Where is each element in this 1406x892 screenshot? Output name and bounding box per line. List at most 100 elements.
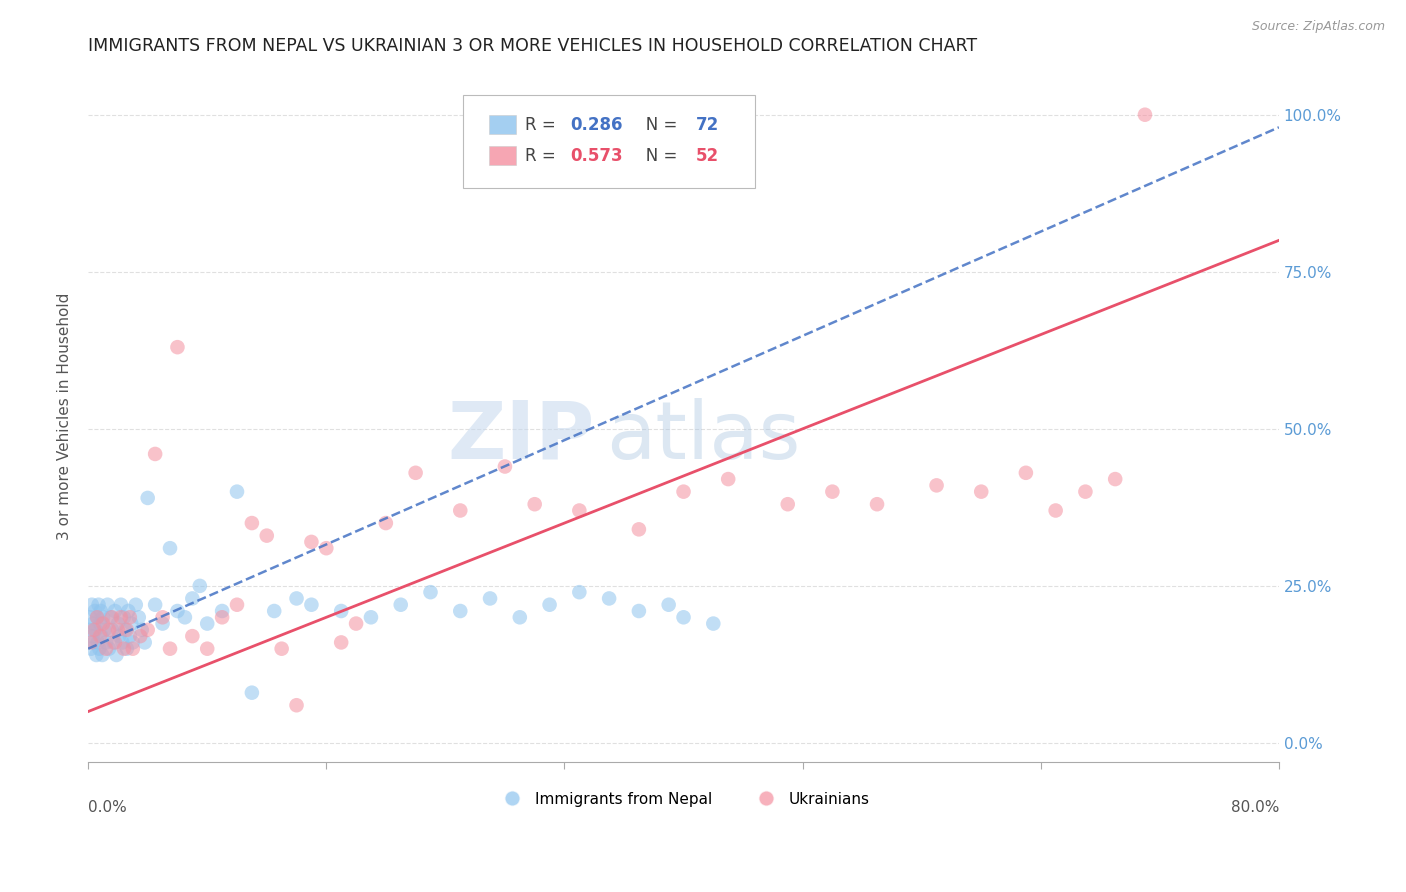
Point bbox=[87, 598, 110, 612]
Point bbox=[538, 598, 561, 612]
Point bbox=[188, 579, 211, 593]
Point bbox=[315, 541, 337, 556]
Point bbox=[568, 503, 591, 517]
Point bbox=[121, 635, 143, 649]
Point bbox=[83, 604, 105, 618]
Point bbox=[79, 610, 101, 624]
Point bbox=[166, 604, 188, 618]
Text: 0.286: 0.286 bbox=[571, 116, 623, 134]
Point bbox=[80, 641, 103, 656]
Point bbox=[136, 623, 159, 637]
Point bbox=[330, 635, 353, 649]
Point bbox=[89, 641, 111, 656]
Point bbox=[374, 516, 396, 530]
Point bbox=[449, 503, 471, 517]
Point bbox=[523, 497, 546, 511]
Point bbox=[79, 623, 101, 637]
Point bbox=[112, 641, 135, 656]
Point bbox=[181, 591, 204, 606]
Point bbox=[120, 616, 142, 631]
Point bbox=[112, 610, 135, 624]
Point bbox=[174, 610, 197, 624]
FancyBboxPatch shape bbox=[489, 115, 516, 135]
Point bbox=[105, 648, 128, 662]
Point bbox=[299, 535, 322, 549]
Point bbox=[111, 635, 134, 649]
Point bbox=[672, 610, 695, 624]
Point bbox=[776, 497, 799, 511]
Text: 0.573: 0.573 bbox=[571, 147, 623, 165]
Point bbox=[128, 610, 150, 624]
Point bbox=[86, 610, 108, 624]
Point bbox=[89, 629, 111, 643]
Point bbox=[479, 591, 502, 606]
Point bbox=[96, 598, 118, 612]
Point bbox=[970, 484, 993, 499]
Point bbox=[129, 629, 152, 643]
Point bbox=[83, 623, 105, 637]
Point bbox=[419, 585, 441, 599]
Text: N =: N = bbox=[630, 116, 682, 134]
Point bbox=[925, 478, 948, 492]
Point bbox=[256, 528, 278, 542]
Text: 0.0%: 0.0% bbox=[89, 800, 127, 814]
Point bbox=[159, 641, 181, 656]
Point bbox=[104, 604, 127, 618]
Point bbox=[86, 648, 108, 662]
Point bbox=[118, 610, 141, 624]
Point bbox=[101, 623, 124, 637]
Point bbox=[86, 610, 108, 624]
Point bbox=[94, 641, 117, 656]
Point bbox=[136, 491, 159, 505]
Point bbox=[80, 598, 103, 612]
Point bbox=[672, 484, 695, 499]
Point bbox=[1074, 484, 1097, 499]
Text: IMMIGRANTS FROM NEPAL VS UKRAINIAN 3 OR MORE VEHICLES IN HOUSEHOLD CORRELATION C: IMMIGRANTS FROM NEPAL VS UKRAINIAN 3 OR … bbox=[89, 37, 977, 55]
Text: 72: 72 bbox=[696, 116, 718, 134]
Point bbox=[717, 472, 740, 486]
Point bbox=[98, 641, 121, 656]
Point bbox=[80, 635, 103, 649]
Point bbox=[131, 623, 153, 637]
Point bbox=[100, 610, 122, 624]
Point bbox=[509, 610, 531, 624]
Point bbox=[494, 459, 516, 474]
Point bbox=[702, 616, 724, 631]
Point bbox=[568, 585, 591, 599]
Text: atlas: atlas bbox=[606, 398, 800, 476]
Point bbox=[107, 616, 129, 631]
Point bbox=[627, 604, 650, 618]
Point bbox=[152, 616, 174, 631]
Point bbox=[115, 623, 138, 637]
Point bbox=[121, 641, 143, 656]
Point bbox=[101, 610, 124, 624]
Point bbox=[93, 623, 115, 637]
Point bbox=[627, 522, 650, 536]
Point bbox=[110, 598, 132, 612]
Point bbox=[226, 598, 249, 612]
Point bbox=[166, 340, 188, 354]
Point bbox=[117, 604, 139, 618]
Point bbox=[240, 516, 263, 530]
Point bbox=[134, 635, 156, 649]
Point bbox=[344, 616, 367, 631]
Point bbox=[1045, 503, 1067, 517]
Legend: Immigrants from Nepal, Ukrainians: Immigrants from Nepal, Ukrainians bbox=[491, 786, 876, 813]
Point bbox=[90, 604, 112, 618]
Point bbox=[263, 604, 285, 618]
Point bbox=[240, 686, 263, 700]
Point bbox=[82, 616, 104, 631]
Point bbox=[211, 604, 233, 618]
Point bbox=[125, 598, 148, 612]
Point bbox=[389, 598, 412, 612]
Point bbox=[211, 610, 233, 624]
Point bbox=[285, 591, 308, 606]
Point bbox=[143, 447, 166, 461]
Point bbox=[866, 497, 889, 511]
Point bbox=[91, 616, 114, 631]
Point bbox=[84, 623, 107, 637]
Point bbox=[1133, 108, 1156, 122]
Point bbox=[405, 466, 427, 480]
Point bbox=[195, 616, 218, 631]
Point bbox=[103, 635, 125, 649]
